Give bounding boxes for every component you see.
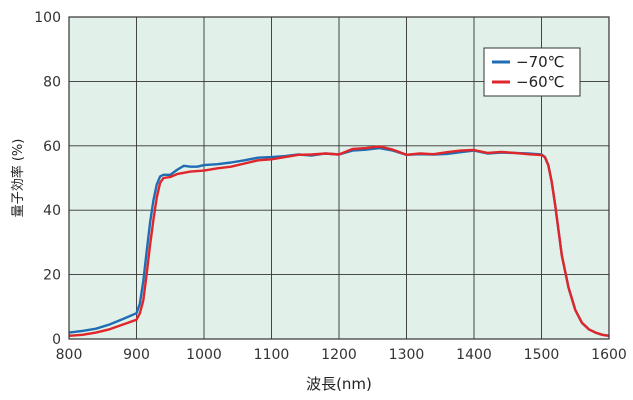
y-tick-labels: 0 20 40 60 80 100 bbox=[34, 10, 61, 348]
y-tick-40: 40 bbox=[43, 203, 61, 219]
y-tick-0: 0 bbox=[52, 332, 61, 348]
x-tick-1000: 1000 bbox=[186, 347, 222, 363]
legend-label-2: −60℃ bbox=[516, 73, 565, 91]
y-tick-100: 100 bbox=[34, 10, 61, 26]
x-tick-1500: 1500 bbox=[524, 347, 560, 363]
x-tick-1100: 1100 bbox=[254, 347, 290, 363]
plot-frame bbox=[68, 16, 610, 340]
y-tick-20: 20 bbox=[43, 268, 61, 284]
x-tick-1200: 1200 bbox=[321, 347, 357, 363]
x-tick-900: 900 bbox=[123, 347, 150, 363]
y-axis-title: 量子効率 (%) bbox=[10, 139, 26, 218]
x-tick-1300: 1300 bbox=[389, 347, 425, 363]
series-line-2 bbox=[68, 145, 610, 337]
legend-box bbox=[483, 47, 581, 97]
legend: −70℃ −60℃ bbox=[483, 47, 581, 97]
x-tick-800: 800 bbox=[56, 347, 83, 363]
x-tick-labels: 800 900 1000 1100 1200 1300 1400 1500 1600 bbox=[56, 347, 627, 363]
x-tick-1600: 1600 bbox=[591, 347, 627, 363]
x-tick-1400: 1400 bbox=[456, 347, 492, 363]
y-tick-60: 60 bbox=[43, 139, 61, 155]
x-axis-title: 波長(nm) bbox=[306, 375, 372, 393]
series-layer bbox=[68, 145, 610, 337]
y-tick-80: 80 bbox=[43, 74, 61, 90]
legend-label-1: −70℃ bbox=[516, 53, 565, 71]
